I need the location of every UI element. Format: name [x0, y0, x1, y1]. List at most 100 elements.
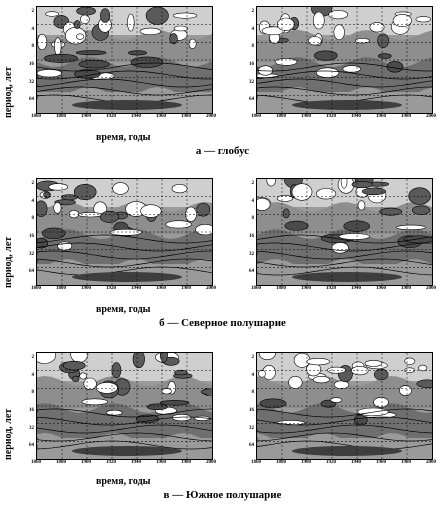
y-tick-label: 4 — [31, 372, 35, 378]
contour-blob — [132, 353, 145, 369]
y-tick-label: 32 — [249, 425, 254, 431]
x-tick-label: 1920 — [106, 286, 116, 291]
x-tick-label: 1900 — [301, 460, 311, 465]
x-tick-label: 1980 — [181, 114, 191, 119]
contour-blob — [307, 36, 322, 46]
contour-blob — [188, 38, 197, 49]
x-tick-label: 1860 — [251, 460, 261, 465]
x-tick-label: 1960 — [156, 460, 166, 465]
contour-blob — [169, 33, 178, 45]
contour-line — [37, 424, 212, 434]
y-tick-label: 2 — [251, 9, 255, 14]
y-tick-label: 2 — [31, 9, 35, 14]
contour-blob — [266, 179, 276, 187]
x-tick-label: 1920 — [106, 460, 116, 465]
contour-blob — [75, 33, 85, 40]
y-tick-label: 4 — [31, 26, 35, 32]
caption-a: а — глобус — [195, 145, 250, 157]
contour-blob — [338, 233, 370, 240]
contour-blob — [343, 220, 370, 232]
contour-blob — [112, 182, 129, 195]
x-tick-label: 1860 — [31, 286, 41, 291]
contour-blob — [395, 224, 426, 231]
x-tick-label: 2000 — [206, 286, 216, 291]
x-tick-label: 1900 — [301, 286, 311, 291]
x-tick-label: 1900 — [81, 286, 91, 291]
x-tick-label: 1880 — [276, 114, 286, 119]
y-tick-label: 16 — [29, 234, 34, 239]
contour-blob — [416, 379, 432, 388]
contour-blob — [418, 364, 428, 372]
contour-blob — [109, 228, 143, 236]
x-axis-label-c: время, годы — [96, 476, 151, 487]
wavelet-plot-b-right — [256, 178, 433, 286]
contour-blob — [408, 187, 431, 205]
contour-blob — [130, 56, 164, 68]
x-tick-label: 1960 — [376, 286, 386, 291]
contour-blob — [331, 242, 349, 254]
contour-blob — [96, 382, 118, 394]
contour-blob — [139, 27, 162, 36]
x-tick-label: 2000 — [426, 114, 436, 119]
x-tick-label: 1860 — [31, 114, 41, 119]
x-tick-label: 1940 — [131, 286, 141, 291]
contour-blob — [173, 25, 188, 32]
contour-blob — [76, 7, 96, 16]
contour-blob — [373, 368, 389, 381]
y-tick-label: 8 — [31, 44, 35, 50]
contour-blob — [378, 53, 392, 59]
contour-blob — [174, 369, 188, 376]
y-tick-label: 8 — [251, 216, 255, 222]
y-tick-label: 4 — [251, 198, 255, 204]
contour-blob — [79, 372, 87, 380]
contour-blob — [173, 12, 198, 19]
contour-field — [257, 179, 432, 285]
x-tick-label: 1940 — [351, 286, 361, 291]
x-tick-label: 1900 — [81, 114, 91, 119]
contour-field — [37, 7, 212, 113]
contour-blob — [159, 400, 190, 406]
y-tick-label: 16 — [249, 62, 254, 67]
contour-blob — [315, 188, 337, 200]
contour-blob — [315, 67, 340, 78]
contour-blob — [99, 210, 120, 223]
contour-blob — [361, 187, 386, 196]
y-tick-label: 64 — [249, 97, 254, 103]
x-tick-label: 1900 — [81, 460, 91, 465]
y-tick-label: 2 — [31, 355, 35, 360]
y-tick-label: 4 — [251, 372, 255, 378]
contour-blob — [399, 385, 412, 396]
y-tick-label: 64 — [29, 97, 34, 103]
x-tick-label: 1880 — [56, 460, 66, 465]
contour-blob — [81, 398, 109, 406]
contour-line — [37, 266, 212, 276]
y-tick-label: 2 — [251, 181, 255, 186]
x-tick-label: 1920 — [106, 114, 116, 119]
x-tick-label: 1920 — [326, 460, 336, 465]
contour-blob — [276, 17, 295, 31]
y-tick-label: 16 — [29, 62, 34, 67]
contour-line — [257, 408, 432, 418]
contour-blob — [379, 207, 403, 216]
x-tick-label: 1960 — [376, 114, 386, 119]
contour-blob — [37, 200, 48, 217]
x-tick-label: 2000 — [206, 460, 216, 465]
contour-blob — [288, 375, 303, 389]
contour-blob — [257, 197, 271, 211]
contour-blob — [258, 369, 266, 378]
x-tick-label: 1940 — [131, 460, 141, 465]
contour-blob — [258, 353, 276, 360]
contour-blob — [291, 183, 313, 201]
contour-blob — [106, 409, 123, 416]
x-tick-label: 2000 — [426, 460, 436, 465]
contour-blob — [200, 389, 212, 395]
contour-blob — [333, 24, 345, 41]
contour-blob — [351, 180, 373, 189]
contour-blob — [373, 396, 389, 408]
x-tick-label: 2000 — [206, 114, 216, 119]
wavelet-plot-c-left — [36, 352, 213, 460]
contour-blob — [145, 7, 169, 25]
y-tick-label: 8 — [251, 44, 255, 50]
y-tick-label: 32 — [29, 79, 34, 85]
y-tick-label: 64 — [249, 443, 254, 449]
